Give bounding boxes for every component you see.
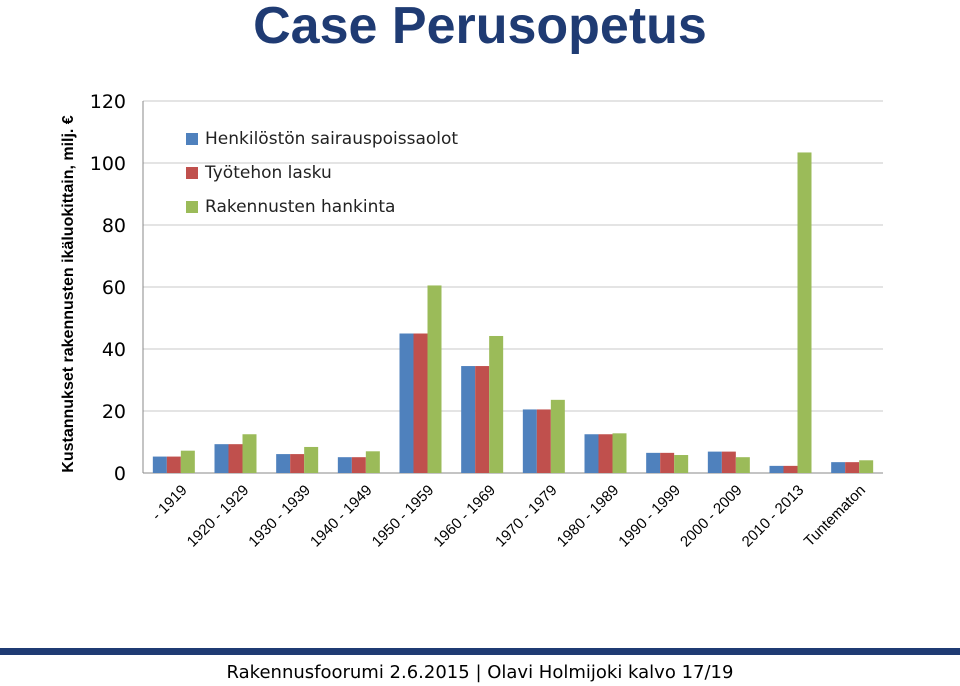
bar <box>242 434 257 473</box>
x-tick-label: 1940 - 1949 <box>307 482 376 551</box>
y-tick-labels: 0 20 40 60 80 100 120 <box>90 91 126 485</box>
x-tick-label: 2000 - 2009 <box>677 482 746 551</box>
bar <box>337 457 352 473</box>
y-tick-label: 0 <box>114 463 126 485</box>
bar <box>598 434 613 473</box>
x-tick-label: 1980 - 1989 <box>554 482 623 551</box>
bar <box>522 409 537 473</box>
bar <box>646 452 661 473</box>
legend-item: Rakennusten hankinta <box>186 190 458 224</box>
legend-item: Henkilöstön sairauspoissaolot <box>186 122 458 156</box>
bar <box>769 465 784 473</box>
x-tick-label: 1950 - 1959 <box>369 482 438 551</box>
legend-swatch <box>186 201 198 213</box>
bar <box>735 457 750 473</box>
bar <box>797 152 812 473</box>
legend-swatch <box>186 167 198 179</box>
x-tick-label: 1920 - 1929 <box>184 482 253 551</box>
x-tick-label: Tuntematon <box>801 482 869 550</box>
y-tick-label: 100 <box>90 153 126 175</box>
legend-item: Työtehon lasku <box>186 156 458 190</box>
bar <box>831 462 846 473</box>
slide-title: Case Perusopetus <box>253 0 707 55</box>
bar <box>276 454 291 473</box>
x-tick-label: - 1919 <box>149 482 191 524</box>
bar <box>413 333 428 473</box>
y-axis-label: Kustannukset rakennusten ikäluokittain, … <box>60 115 77 473</box>
x-tick-label: 1960 - 1969 <box>430 482 499 551</box>
bar <box>859 460 874 473</box>
bar <box>290 454 305 473</box>
x-tick-label: 1970 - 1979 <box>492 482 561 551</box>
bar <box>660 452 675 473</box>
bar <box>304 446 319 473</box>
bar <box>674 455 689 473</box>
bar <box>489 335 504 473</box>
bar <box>536 409 551 473</box>
legend-label: Työtehon lasku <box>205 163 332 183</box>
bar <box>612 433 627 473</box>
bar <box>475 366 490 473</box>
bar <box>721 451 736 473</box>
y-tick-label: 120 <box>90 91 126 113</box>
x-tick-label: 1990 - 1999 <box>615 482 684 551</box>
legend-label: Henkilöstön sairauspoissaolot <box>205 129 459 149</box>
y-tick-label: 60 <box>102 277 126 299</box>
bar <box>166 456 181 473</box>
bar <box>351 457 366 473</box>
bar <box>228 444 243 473</box>
bar <box>550 399 565 473</box>
bar <box>707 451 722 473</box>
bar <box>427 285 442 473</box>
bar <box>399 333 414 473</box>
footer-text: Rakennusfoorumi 2.6.2015 | Olavi Holmijo… <box>226 662 734 683</box>
y-tick-label: 20 <box>102 401 126 423</box>
legend-swatch <box>186 133 198 145</box>
footer-bar <box>0 648 960 655</box>
legend-label: Rakennusten hankinta <box>205 197 396 217</box>
bar <box>152 456 167 473</box>
bar <box>783 465 798 473</box>
bars <box>152 152 874 473</box>
y-tick-label: 80 <box>102 215 126 237</box>
y-axis-label-wrap: Kustannukset rakennusten ikäluokittain, … <box>56 96 82 492</box>
y-tick-label: 40 <box>102 339 126 361</box>
bar <box>461 366 476 473</box>
gridlines <box>142 100 883 474</box>
bar <box>365 451 380 473</box>
bar <box>180 450 195 473</box>
bar <box>845 462 860 473</box>
x-tick-label: 1930 - 1939 <box>245 482 314 551</box>
x-tick-label: 2010 - 2013 <box>739 482 808 551</box>
bar <box>584 434 599 473</box>
legend: Henkilöstön sairauspoissaolot Työtehon la… <box>186 122 458 224</box>
bar <box>214 444 229 473</box>
